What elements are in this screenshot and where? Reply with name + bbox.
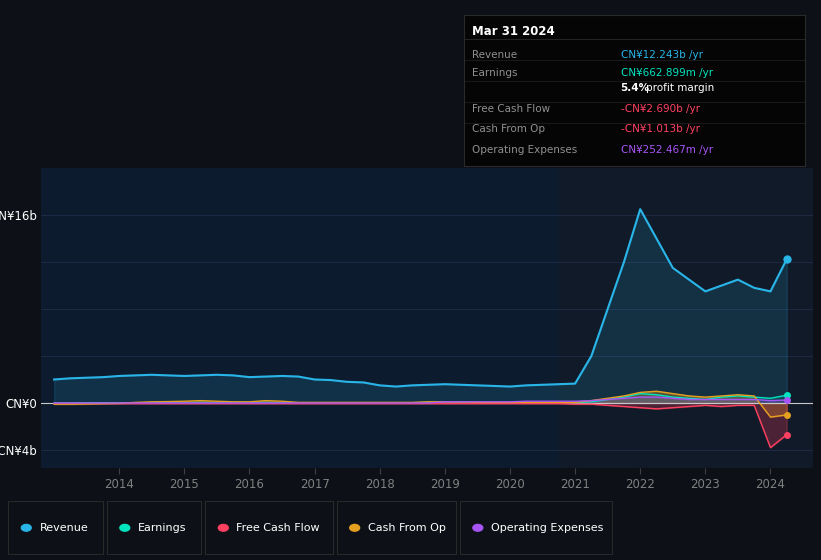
Text: Earnings: Earnings (138, 523, 186, 533)
Text: Earnings: Earnings (472, 68, 518, 78)
Text: CN¥662.899m /yr: CN¥662.899m /yr (621, 68, 713, 78)
Text: Operating Expenses: Operating Expenses (472, 146, 578, 156)
Text: Operating Expenses: Operating Expenses (491, 523, 603, 533)
Text: -CN¥1.013b /yr: -CN¥1.013b /yr (621, 124, 699, 134)
Text: CN¥252.467m /yr: CN¥252.467m /yr (621, 146, 713, 156)
Bar (559, 168, 813, 468)
Text: Mar 31 2024: Mar 31 2024 (472, 25, 555, 38)
Text: Revenue: Revenue (472, 50, 517, 60)
Text: profit margin: profit margin (646, 83, 714, 94)
Text: -CN¥2.690b /yr: -CN¥2.690b /yr (621, 104, 699, 114)
Text: Free Cash Flow: Free Cash Flow (236, 523, 320, 533)
Text: 5.4%: 5.4% (621, 83, 649, 94)
Text: Cash From Op: Cash From Op (368, 523, 446, 533)
Text: CN¥12.243b /yr: CN¥12.243b /yr (621, 50, 703, 60)
Text: Cash From Op: Cash From Op (472, 124, 545, 134)
Text: Free Cash Flow: Free Cash Flow (472, 104, 551, 114)
Text: Revenue: Revenue (39, 523, 88, 533)
